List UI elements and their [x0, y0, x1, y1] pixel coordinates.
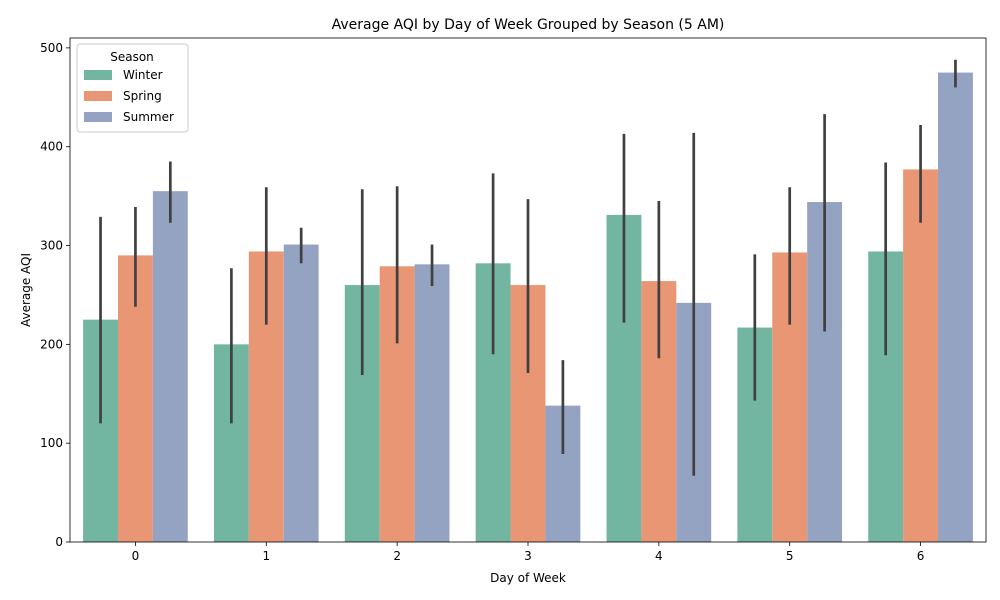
y-tick-label: 0: [55, 535, 63, 549]
y-tick-label: 200: [40, 337, 63, 351]
legend-label-spring: Spring: [123, 89, 162, 103]
y-tick-label: 400: [40, 140, 63, 154]
y-tick-label: 300: [40, 239, 63, 253]
bar-summer-day-1: [283, 244, 319, 542]
bar-spring-day-6: [903, 169, 939, 542]
bar-summer-day-0: [152, 191, 188, 543]
bar-group: [83, 72, 973, 543]
y-axis: 0 100 200 300 400 500: [40, 41, 70, 549]
x-tick-label: 6: [917, 549, 925, 563]
legend: Season Winter Spring Summer: [76, 43, 189, 133]
x-tick-label: 0: [132, 549, 140, 563]
x-tick-label: 4: [655, 549, 663, 563]
plot-frame: [69, 37, 987, 543]
x-tick-label: 2: [393, 549, 401, 563]
legend-swatch-spring: [84, 91, 112, 101]
y-tick-label: 500: [40, 41, 63, 55]
x-axis: 0 1 2 3 4 5 6: [132, 542, 925, 563]
x-axis-label: Day of Week: [490, 571, 566, 585]
legend-box: [76, 43, 189, 133]
legend-swatch-summer: [84, 112, 112, 122]
bar-summer-day-6: [938, 72, 973, 543]
legend-swatch-winter: [84, 70, 112, 80]
y-tick-label: 100: [40, 436, 63, 450]
chart-title: Average AQI by Day of Week Grouped by Se…: [332, 17, 725, 33]
error-bar-group: [99, 59, 957, 476]
x-tick-label: 1: [262, 549, 270, 563]
legend-label-summer: Summer: [123, 110, 174, 124]
bar-summer-day-2: [414, 264, 450, 542]
legend-title: Season: [110, 50, 154, 64]
x-tick-label: 3: [524, 549, 532, 563]
y-axis-label: Average AQI: [19, 253, 33, 327]
x-tick-label: 5: [786, 549, 794, 563]
legend-label-winter: Winter: [123, 68, 163, 82]
